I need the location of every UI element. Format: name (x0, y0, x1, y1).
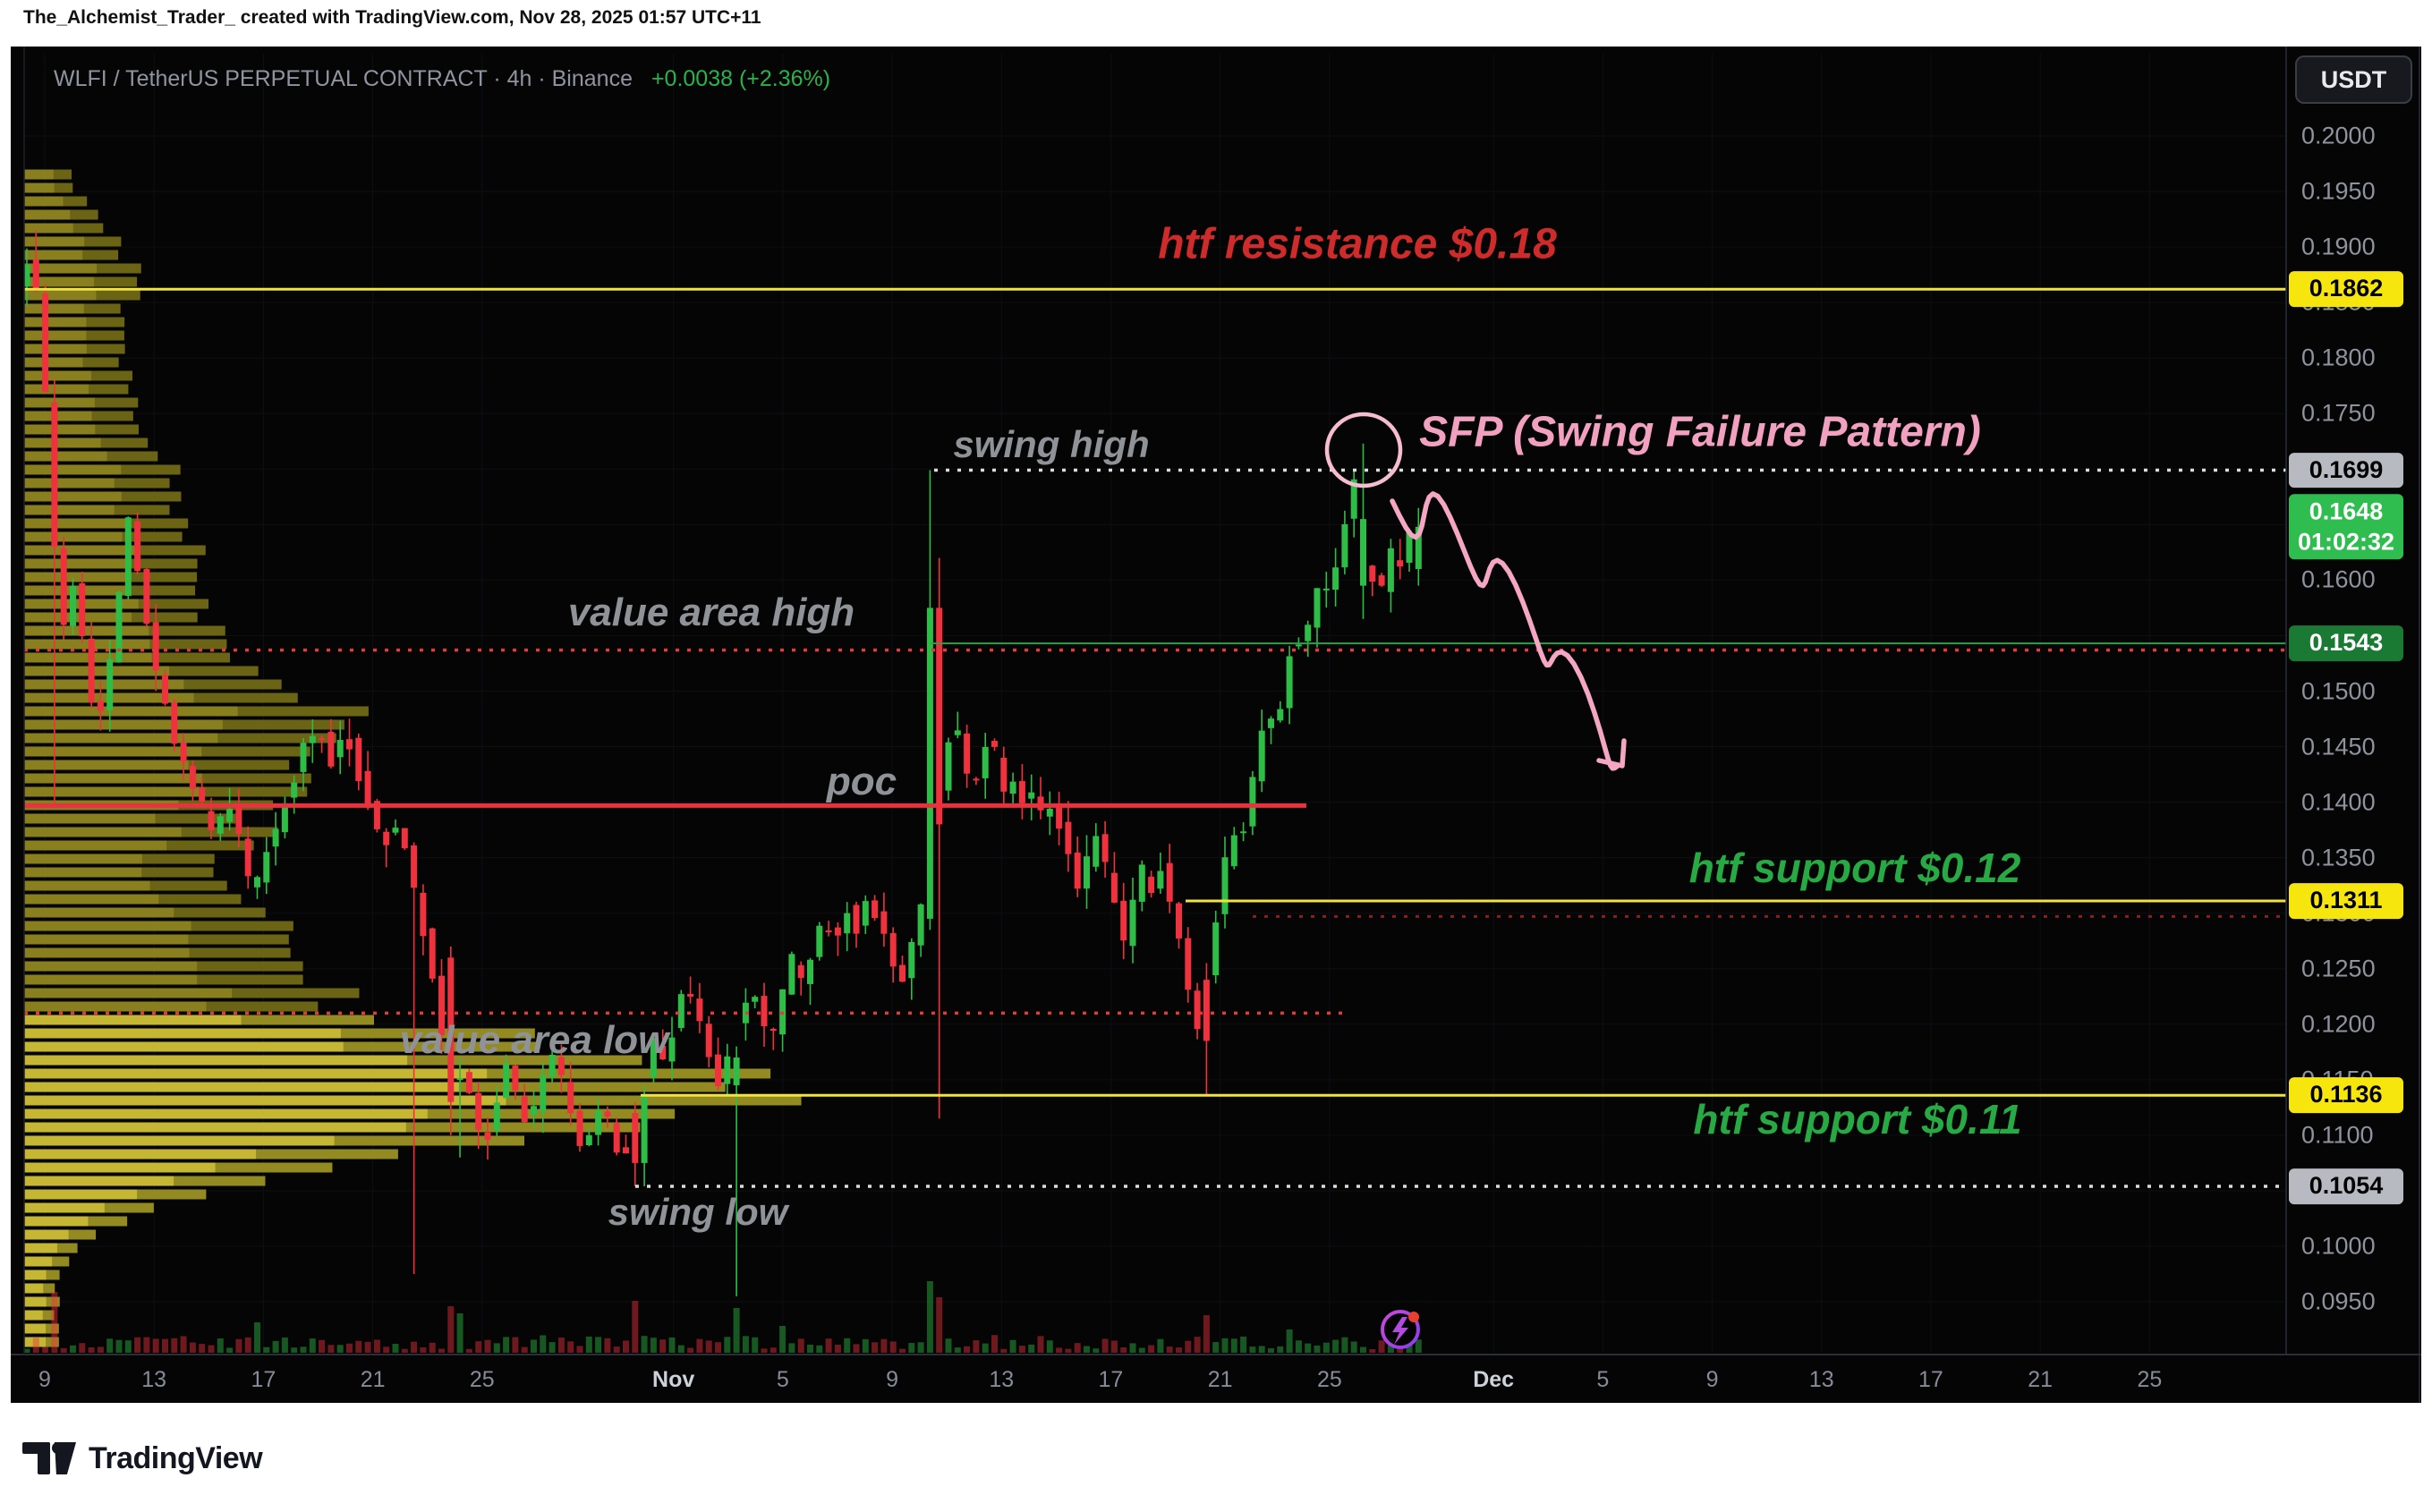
annotation-sfp[interactable]: SFP (Swing Failure Pattern) (1419, 408, 1981, 456)
time-tick-17: 17 (251, 1367, 276, 1392)
price-label-0.1699: 0.1699 (2289, 452, 2403, 488)
time-tick-9: 9 (1705, 1367, 1719, 1392)
time-tick-13: 13 (989, 1367, 1015, 1392)
price-tick: 0.1450 (2301, 733, 2376, 760)
time-tick-25: 25 (1316, 1367, 1342, 1392)
price-tick: 0.1950 (2301, 177, 2376, 205)
price-tick: 0.1100 (2301, 1121, 2374, 1149)
annotation-htf-support-011[interactable]: htf support $0.11 (1693, 1096, 2022, 1142)
time-tick-13: 13 (141, 1367, 167, 1392)
time-tick-21: 21 (1207, 1367, 1233, 1392)
price-tick: 0.2000 (2301, 122, 2376, 149)
chart-area[interactable] (11, 47, 2421, 1403)
price-tick: 0.1800 (2301, 344, 2376, 371)
countdown-timer: 01:02:32 (2297, 527, 2395, 555)
price-tick: 0.1350 (2301, 844, 2376, 871)
sfp-circle[interactable] (1324, 412, 1403, 488)
price-tick: 0.1600 (2301, 565, 2376, 593)
time-tick-Nov: Nov (652, 1367, 695, 1392)
annotation-swing-high[interactable]: swing high (953, 423, 1150, 465)
currency-toggle-button[interactable]: USDT (2295, 55, 2412, 104)
annotation-poc[interactable]: poc (826, 760, 897, 803)
time-tick-9: 9 (38, 1367, 51, 1392)
time-tick-9: 9 (886, 1367, 898, 1392)
price-tick: 0.1750 (2301, 399, 2376, 427)
tradingview-logo[interactable]: TradingView (22, 1439, 263, 1478)
time-tick-17: 17 (1098, 1367, 1124, 1392)
time-tick-21: 21 (2028, 1367, 2054, 1392)
time-tick-17: 17 (1918, 1367, 1943, 1392)
symbol-header[interactable]: WLFI / TetherUS PERPETUAL CONTRACT · 4h … (54, 66, 830, 92)
annotation-htf-resistance[interactable]: htf resistance $0.18 (1158, 220, 1557, 268)
price-tick: 0.1400 (2301, 788, 2376, 816)
flash-icon[interactable] (1381, 1310, 1420, 1349)
price-tick: 0.1900 (2301, 233, 2376, 260)
price-tick: 0.1200 (2301, 1010, 2376, 1038)
time-tick-Dec: Dec (1473, 1367, 1515, 1392)
price-label-0.1648: 0.1648 01:02:32 (2289, 494, 2403, 560)
annotation-htf-support-012[interactable]: htf support $0.12 (1688, 845, 2021, 891)
time-tick-13: 13 (1808, 1367, 1834, 1392)
time-tick-25: 25 (469, 1367, 495, 1392)
price-tick: 0.1500 (2301, 677, 2376, 704)
time-tick-5: 5 (776, 1367, 789, 1392)
price-label-0.1862: 0.1862 (2289, 271, 2403, 308)
price-label-0.1543: 0.1543 (2289, 625, 2403, 661)
symbol-title: WLFI / TetherUS PERPETUAL CONTRACT · 4h … (54, 66, 633, 91)
price-tick: 0.1250 (2301, 955, 2376, 982)
annotation-value-area-high[interactable]: value area high (567, 590, 855, 634)
annotation-value-area-low[interactable]: value area low (399, 1018, 669, 1062)
tradingview-logo-text: TradingView (89, 1440, 263, 1475)
time-tick-5: 5 (1596, 1367, 1610, 1392)
price-label-0.1136: 0.1136 (2289, 1077, 2403, 1114)
price-label-0.1311: 0.1311 (2289, 883, 2403, 919)
chart-canvas[interactable] (11, 47, 2421, 1403)
tradingview-logo-icon (22, 1440, 80, 1476)
projection-arrow[interactable] (1390, 491, 1620, 771)
time-tick-21: 21 (360, 1367, 386, 1392)
annotation-swing-low[interactable]: swing low (608, 1191, 788, 1233)
price-label-0.1054: 0.1054 (2289, 1168, 2403, 1204)
price-tick: 0.1000 (2301, 1232, 2376, 1260)
price-tick: 0.0950 (2301, 1287, 2376, 1315)
attribution-text: The_Alchemist_Trader_ created with Tradi… (23, 7, 761, 28)
time-tick-25: 25 (2137, 1367, 2163, 1392)
price-change: +0.0038 (+2.36%) (651, 66, 831, 91)
